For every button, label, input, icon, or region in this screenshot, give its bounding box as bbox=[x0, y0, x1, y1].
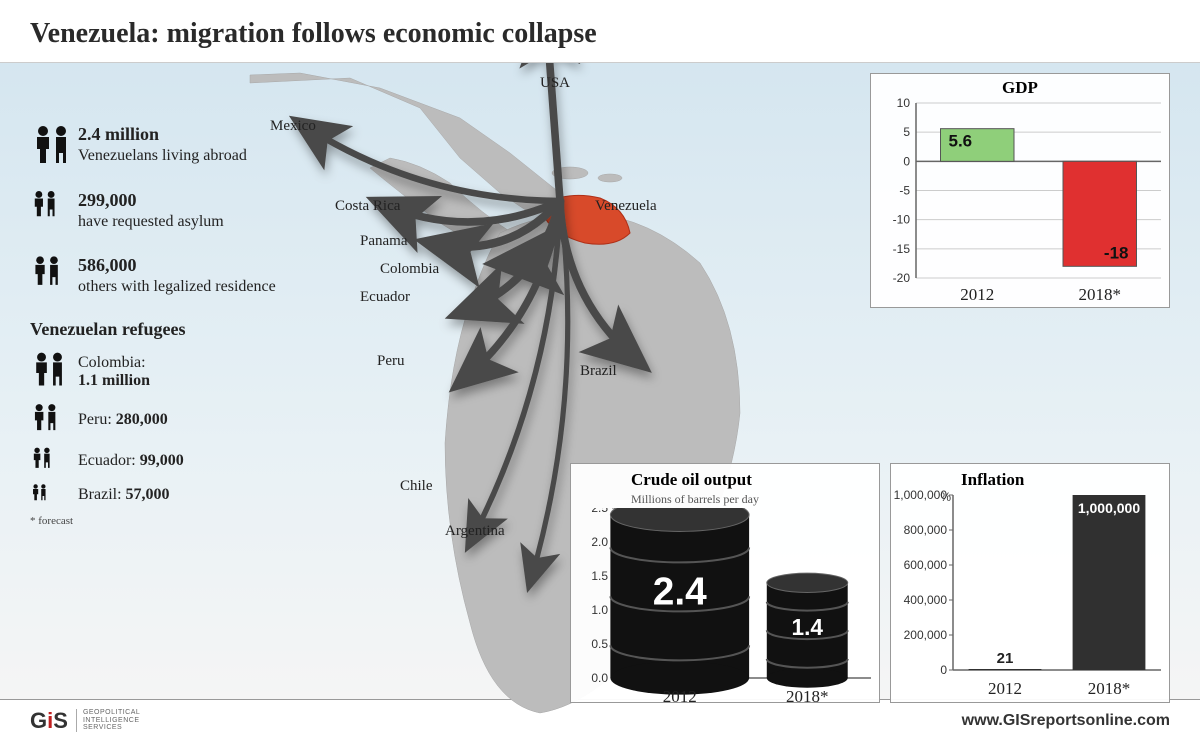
refugee-text: Ecuador: 99,000 bbox=[78, 452, 184, 470]
oil-svg: 0.0 0.5 1.0 1.5 2.0 2.5 2.4 2012 1.4 2018* bbox=[571, 508, 881, 708]
people-icon bbox=[30, 254, 78, 288]
refugee-row: Peru: 280,000 bbox=[30, 402, 290, 438]
svg-text:0.0: 0.0 bbox=[591, 671, 608, 685]
svg-text:21: 21 bbox=[997, 650, 1014, 667]
refugee-row: Colombia:1.1 million bbox=[30, 350, 290, 394]
svg-text:2018*: 2018* bbox=[1088, 679, 1131, 698]
svg-text:5: 5 bbox=[903, 125, 910, 139]
country-label: Chile bbox=[400, 478, 433, 495]
asylum-number: 299,000 bbox=[78, 190, 137, 210]
svg-text:2.0: 2.0 bbox=[591, 535, 608, 549]
residence-number: 586,000 bbox=[78, 255, 137, 275]
country-label: Ecuador bbox=[360, 289, 410, 306]
svg-text:2012: 2012 bbox=[988, 679, 1022, 698]
abroad-label: Venezuelans living abroad bbox=[78, 147, 247, 164]
svg-text:2012: 2012 bbox=[960, 285, 994, 304]
forecast-note: * forecast bbox=[30, 515, 290, 527]
country-label: Argentina bbox=[445, 523, 505, 540]
country-label: Brazil bbox=[580, 363, 617, 380]
stat-asylum: 299,000 have requested asylum bbox=[30, 189, 290, 232]
svg-text:-20: -20 bbox=[893, 271, 911, 285]
refugee-text: Colombia:1.1 million bbox=[78, 354, 150, 390]
svg-text:0: 0 bbox=[903, 154, 910, 168]
svg-text:0: 0 bbox=[940, 663, 947, 677]
svg-text:1.5: 1.5 bbox=[591, 569, 608, 583]
svg-text:2.5: 2.5 bbox=[591, 508, 608, 515]
country-label: Venezuela bbox=[595, 198, 657, 215]
refugee-text: Brazil: 57,000 bbox=[78, 486, 170, 504]
country-label: Costa Rica bbox=[335, 198, 400, 215]
svg-text:1.0: 1.0 bbox=[591, 603, 608, 617]
people-icon bbox=[30, 446, 78, 475]
country-label: Colombia bbox=[380, 261, 439, 278]
people-icon bbox=[30, 123, 78, 167]
refugee-list: Colombia:1.1 million Peru: 280,000 Ecuad… bbox=[30, 350, 290, 507]
svg-text:5.6: 5.6 bbox=[949, 132, 973, 151]
stat-abroad: 2.4 million Venezuelans living abroad bbox=[30, 123, 290, 167]
svg-text:1,000,000: 1,000,000 bbox=[1078, 500, 1140, 516]
svg-text:600,000: 600,000 bbox=[904, 558, 948, 572]
gdp-svg: -20 -15 -10 -5 0 5 10 5.6 2012 -18 2018* bbox=[871, 98, 1171, 308]
stats-panel: 2.4 million Venezuelans living abroad 29… bbox=[30, 123, 290, 527]
svg-text:800,000: 800,000 bbox=[904, 523, 948, 537]
svg-text:-10: -10 bbox=[893, 213, 911, 227]
people-icon bbox=[30, 189, 78, 219]
oil-title: Crude oil output bbox=[631, 470, 752, 489]
oil-chart: Crude oil output Millions of barrels per… bbox=[570, 463, 880, 703]
inflation-title: Inflation bbox=[961, 470, 1024, 489]
refugee-row: Brazil: 57,000 bbox=[30, 483, 290, 507]
svg-text:400,000: 400,000 bbox=[904, 593, 948, 607]
svg-text:-18: -18 bbox=[1104, 243, 1129, 262]
stat-residence: 586,000 others with legalized residence bbox=[30, 254, 290, 297]
inflation-chart: Inflation %0200,000400,000600,000800,000… bbox=[890, 463, 1170, 703]
svg-text:2012: 2012 bbox=[663, 687, 697, 706]
refugees-title: Venezuelan refugees bbox=[30, 319, 290, 340]
svg-text:-15: -15 bbox=[893, 242, 911, 256]
residence-label: others with legalized residence bbox=[78, 278, 276, 295]
oil-subtitle: Millions of barrels per day bbox=[631, 492, 759, 506]
svg-text:0.5: 0.5 bbox=[591, 637, 608, 651]
svg-text:1,000,000: 1,000,000 bbox=[894, 490, 948, 502]
gdp-chart: GDP -20 -15 -10 -5 0 5 10 5.6 2012 -18 2018* bbox=[870, 73, 1170, 308]
people-icon bbox=[30, 402, 78, 438]
page-title: Venezuela: migration follows economic co… bbox=[0, 0, 1200, 62]
svg-text:2.4: 2.4 bbox=[653, 571, 707, 614]
svg-text:10: 10 bbox=[897, 98, 911, 110]
gdp-title: GDP bbox=[871, 74, 1169, 98]
inflation-svg: %0200,000400,000600,000800,0001,000,0002… bbox=[891, 490, 1171, 700]
abroad-number: 2.4 million bbox=[78, 124, 159, 144]
refugee-row: Ecuador: 99,000 bbox=[30, 446, 290, 475]
country-label: Peru bbox=[377, 353, 405, 370]
people-icon bbox=[30, 483, 78, 507]
svg-text:-5: -5 bbox=[899, 184, 910, 198]
svg-text:200,000: 200,000 bbox=[904, 628, 948, 642]
svg-text:1.4: 1.4 bbox=[792, 614, 824, 640]
country-label: USA bbox=[540, 75, 570, 92]
people-icon bbox=[30, 350, 78, 394]
svg-text:2018*: 2018* bbox=[1079, 285, 1122, 304]
asylum-label: have requested asylum bbox=[78, 213, 224, 230]
refugee-text: Peru: 280,000 bbox=[78, 411, 168, 429]
main-content: USAMexicoCosta RicaPanamaColombiaEcuador… bbox=[0, 62, 1200, 699]
svg-text:2018*: 2018* bbox=[786, 687, 829, 706]
country-label: Panama bbox=[360, 233, 407, 250]
